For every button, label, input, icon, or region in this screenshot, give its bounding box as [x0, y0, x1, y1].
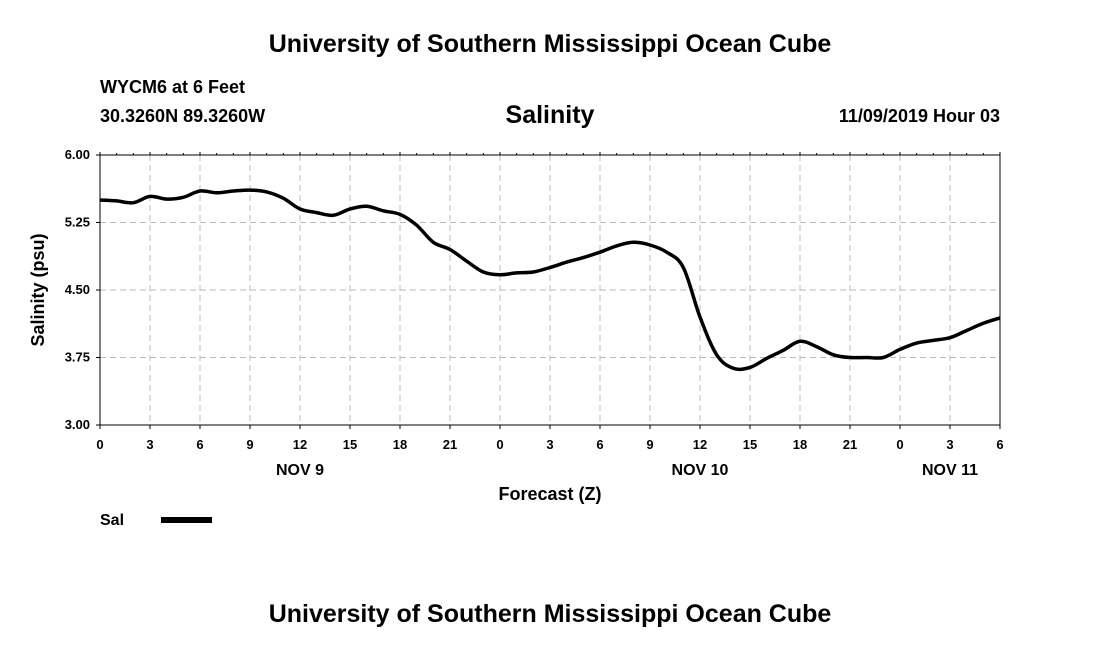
- legend-label-sal: Sal: [100, 512, 124, 529]
- y-tick-label: 6.00: [65, 147, 90, 162]
- day-labels: NOV 9 NOV 10 NOV 11: [276, 462, 978, 479]
- x-axis-label: Forecast (Z): [498, 484, 601, 504]
- x-tick-label: 18: [793, 437, 807, 452]
- x-tick-label: 21: [443, 437, 457, 452]
- day-label: NOV 10: [672, 462, 729, 479]
- station-label: WYCM6 at 6 Feet: [100, 77, 246, 97]
- x-axis: 0 3 6 9 12 15 18 21 0 3 6 9 12 15 18 21 0 3 6: [96, 152, 1004, 452]
- x-tick-label: 15: [743, 437, 757, 452]
- x-tick-label: 18: [393, 437, 407, 452]
- day-label: NOV 11: [922, 462, 978, 479]
- page-title-top: University of Southern Mississippi Ocean…: [268, 30, 832, 58]
- chart-title: Salinity: [505, 101, 595, 129]
- y-tick-label: 5.25: [65, 215, 90, 230]
- x-tick-label: 0: [96, 437, 103, 452]
- x-tick-label: 15: [343, 437, 357, 452]
- y-tick-label: 4.50: [65, 282, 90, 297]
- series-line-sal: [99, 188, 1001, 372]
- x-tick-label: 3: [546, 437, 553, 452]
- y-tick-label: 3.00: [65, 417, 90, 432]
- day-label: NOV 9: [276, 462, 324, 479]
- x-tick-label: 3: [946, 437, 953, 452]
- x-tick-label: 21: [843, 437, 857, 452]
- y-axis-label: Salinity (psu): [28, 233, 48, 346]
- x-tick-label: 12: [693, 437, 707, 452]
- y-axis: 6.00 5.25 4.50 3.75 3.00: [65, 147, 100, 432]
- page-title-bottom: University of Southern Mississippi Ocean…: [268, 600, 832, 628]
- x-tick-label: 12: [293, 437, 307, 452]
- x-tick-label: 9: [246, 437, 253, 452]
- x-tick-label: 9: [646, 437, 653, 452]
- x-tick-label: 0: [896, 437, 903, 452]
- y-tick-label: 3.75: [65, 350, 90, 365]
- x-tick-label: 6: [596, 437, 603, 452]
- x-tick-label: 0: [496, 437, 503, 452]
- x-tick-label: 6: [196, 437, 203, 452]
- x-tick-label: 3: [146, 437, 153, 452]
- grid-lines: [100, 155, 1000, 425]
- x-tick-label: 6: [996, 437, 1003, 452]
- coordinates-label: 30.3260N 89.3260W: [100, 106, 266, 126]
- forecast-datetime: 11/09/2019 Hour 03: [838, 106, 1000, 126]
